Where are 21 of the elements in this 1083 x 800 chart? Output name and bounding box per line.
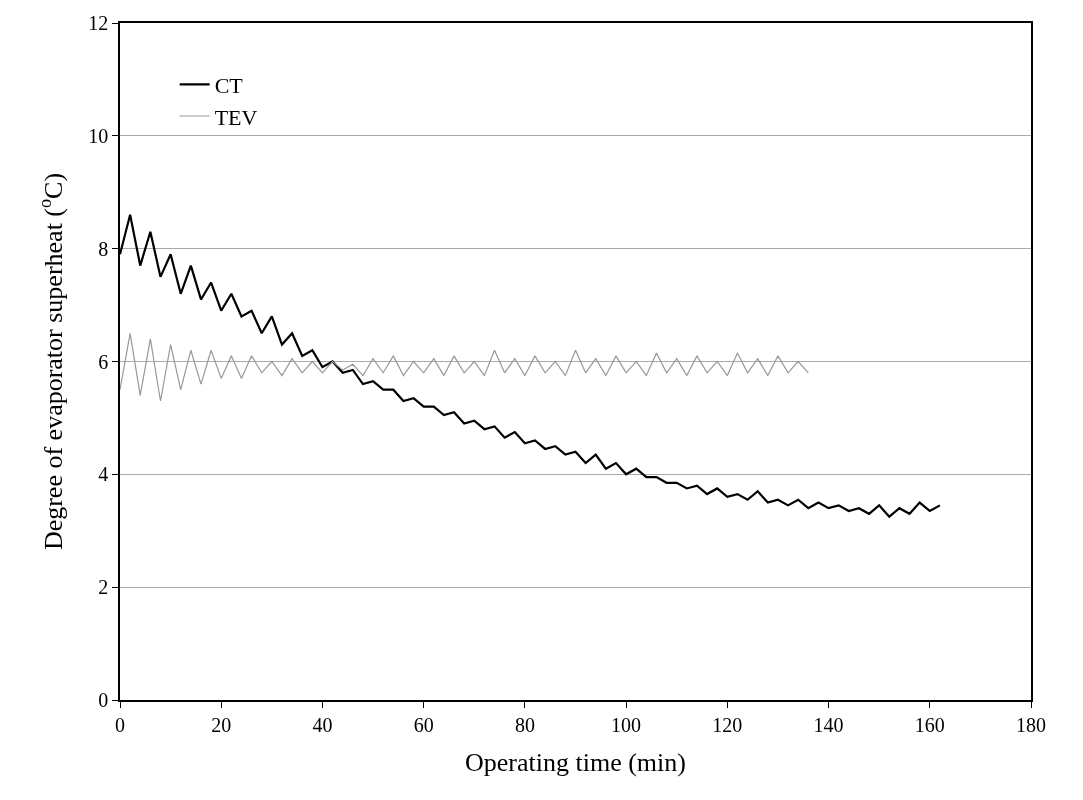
x-tick-label: 160 bbox=[914, 713, 945, 736]
x-tick-label: 140 bbox=[813, 713, 844, 736]
x-tick-label: 60 bbox=[413, 713, 434, 736]
y-tick-label: 12 bbox=[88, 12, 109, 34]
y-tick-label: 6 bbox=[98, 350, 109, 373]
x-tick-label: 120 bbox=[712, 713, 743, 736]
x-tick-label: 0 bbox=[115, 713, 125, 736]
x-tick-label: 40 bbox=[312, 713, 333, 736]
x-tick-label: 100 bbox=[611, 713, 642, 736]
legend-label: CT bbox=[214, 73, 244, 98]
x-tick-label: 180 bbox=[1016, 713, 1046, 736]
x-axis-title: Operating time (min) bbox=[465, 747, 686, 777]
x-tick-label: 20 bbox=[211, 713, 232, 736]
y-tick-label: 2 bbox=[98, 576, 109, 599]
y-tick-label: 4 bbox=[98, 463, 109, 486]
y-tick-label: 8 bbox=[98, 237, 109, 260]
line-series bbox=[120, 332, 809, 402]
legend-label: TEV bbox=[214, 104, 258, 130]
y-tick-label: 10 bbox=[88, 124, 109, 147]
y-tick-label: 0 bbox=[98, 689, 109, 711]
x-tick-label: 80 bbox=[514, 713, 535, 736]
